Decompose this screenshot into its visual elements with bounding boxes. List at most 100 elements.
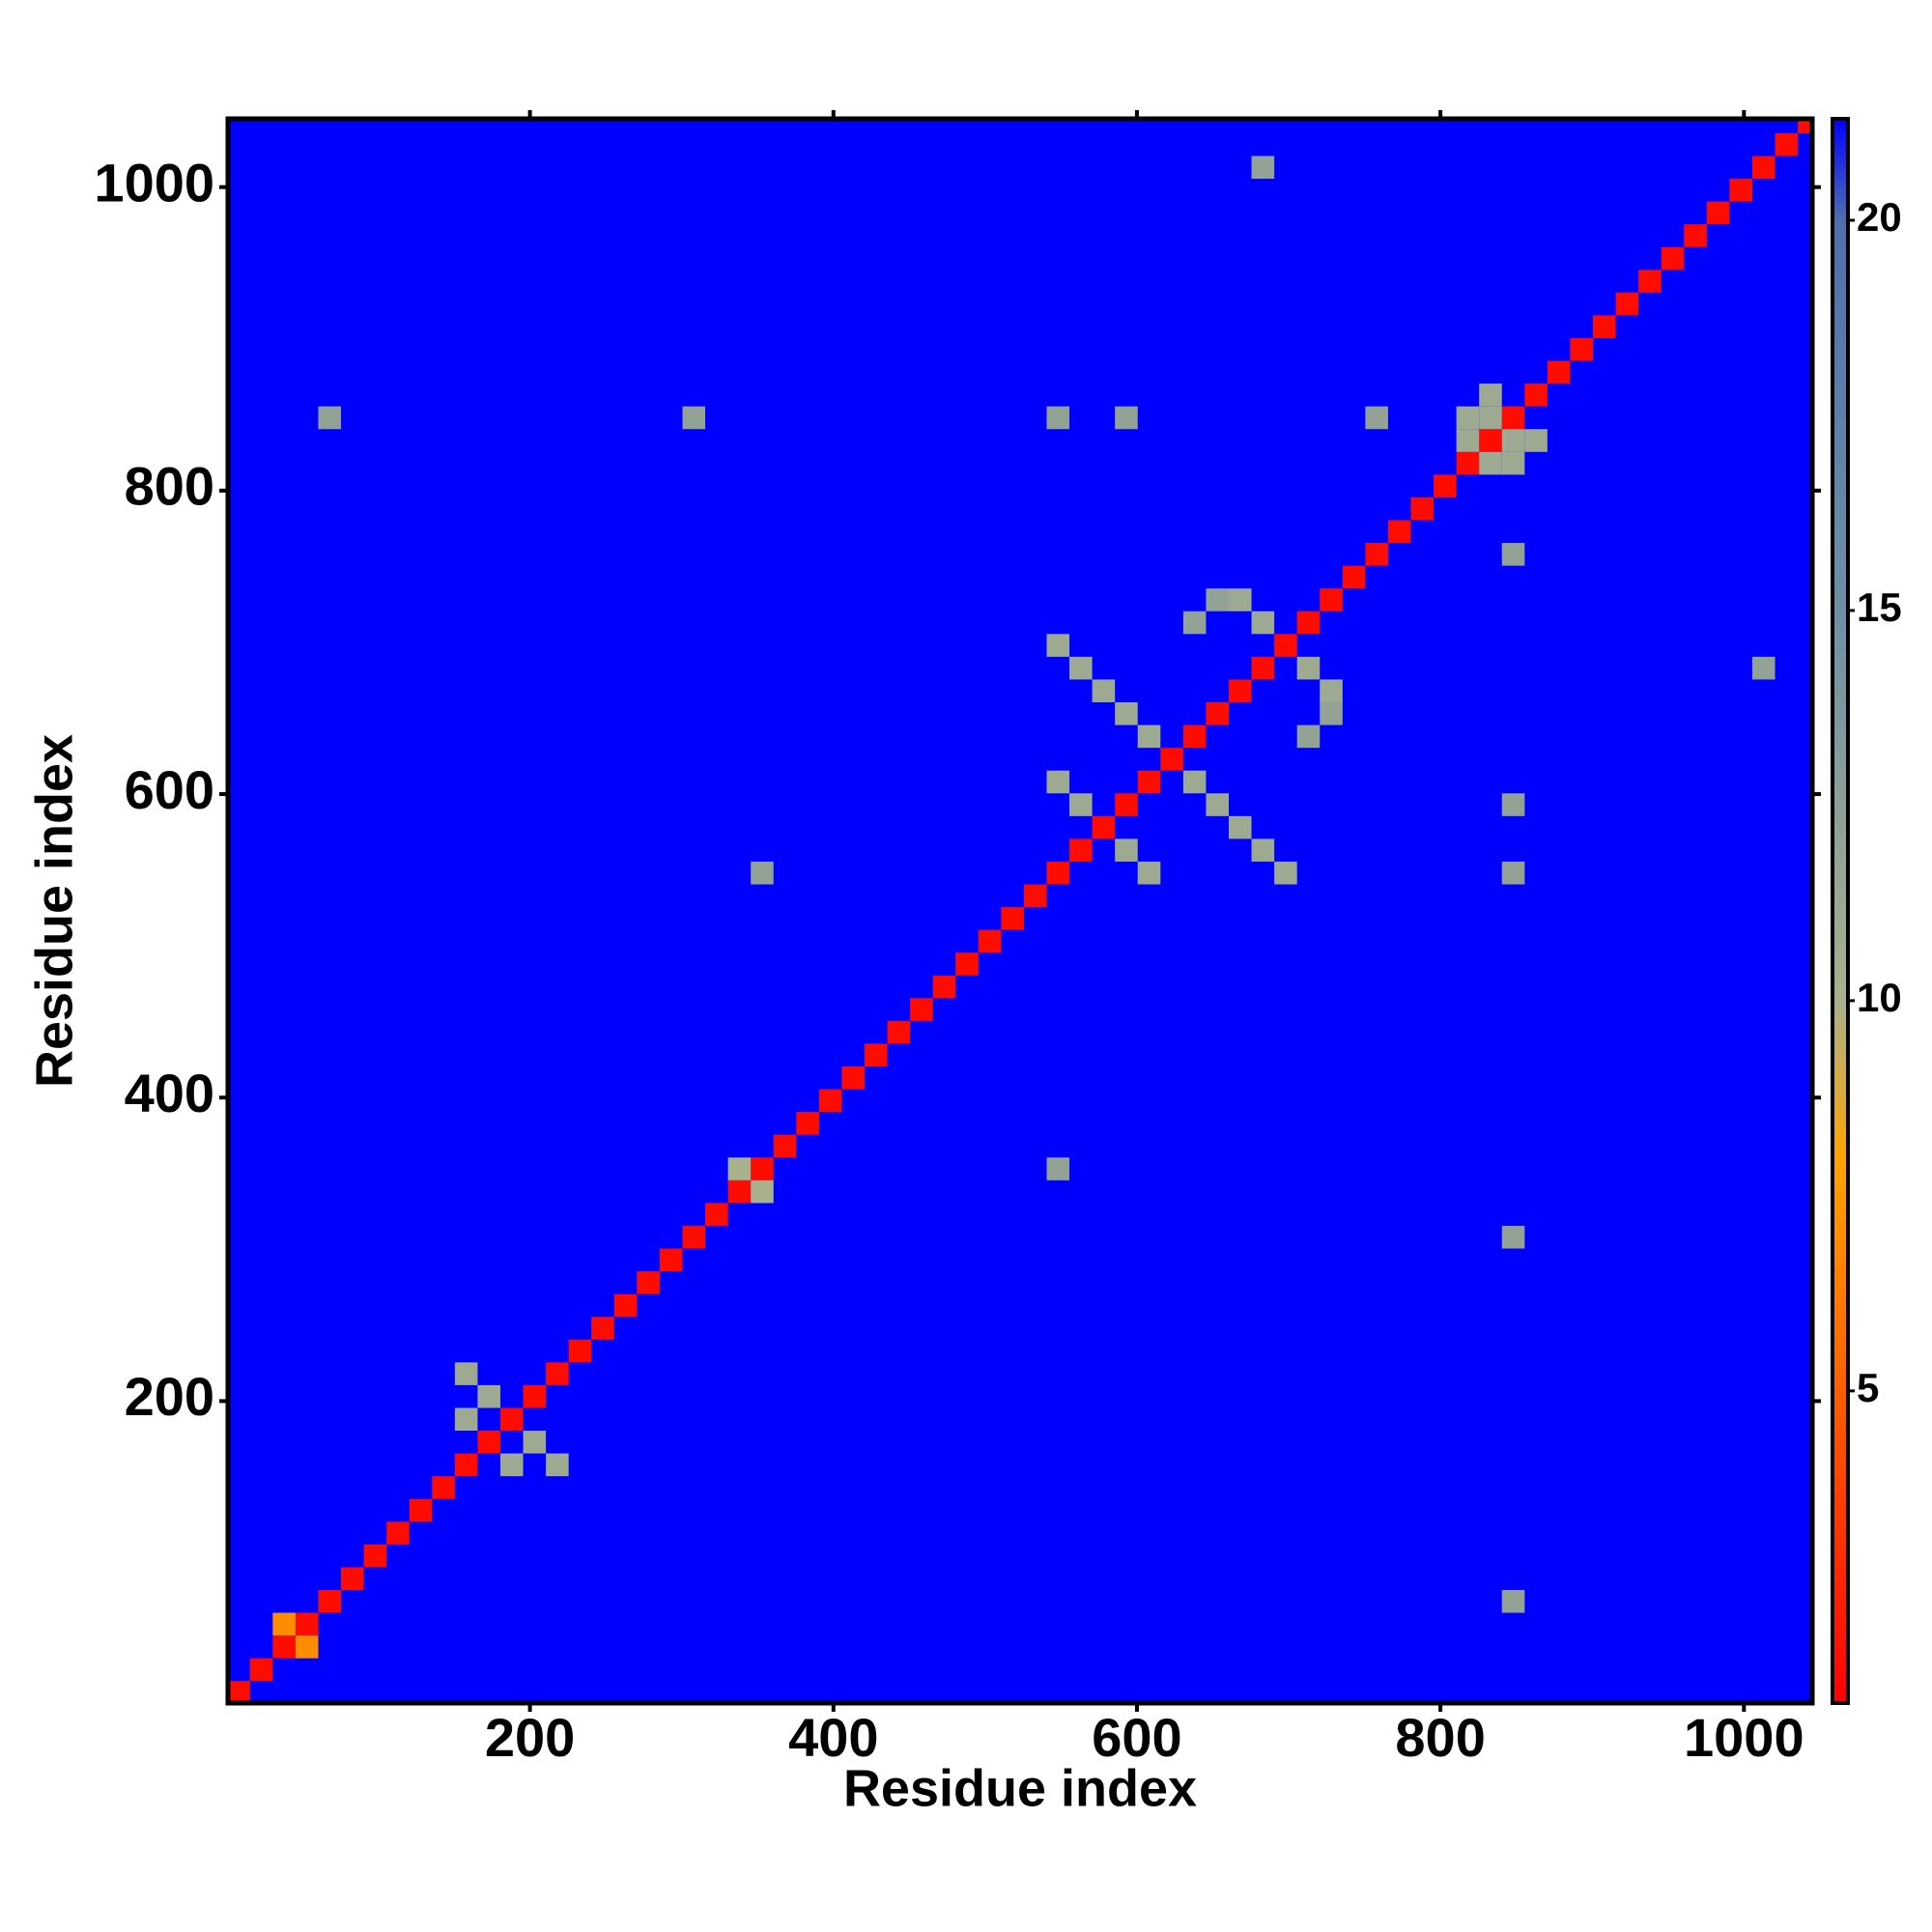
- cell: [1182, 611, 1207, 635]
- y-tick-label: 200: [125, 1366, 214, 1427]
- cell: [613, 1293, 638, 1318]
- cell: [1615, 292, 1639, 316]
- cell: [1501, 543, 1525, 566]
- cell: [1137, 861, 1161, 885]
- cell: [1501, 406, 1525, 430]
- cell: [546, 1453, 569, 1477]
- cell: [682, 406, 706, 430]
- cell: [1001, 907, 1024, 930]
- cell: [1115, 838, 1138, 862]
- cell: [1456, 451, 1480, 475]
- cell: [1251, 156, 1275, 180]
- cell: [409, 1498, 433, 1522]
- cell: [499, 1407, 524, 1432]
- colorbar-tick-label: 20: [1857, 194, 1902, 240]
- cell: [1069, 838, 1093, 862]
- cell: [295, 1635, 319, 1659]
- cell: [1137, 724, 1161, 749]
- cell: [1706, 201, 1730, 225]
- cell: [318, 1589, 342, 1613]
- cell: [1228, 588, 1252, 611]
- cell: [1479, 384, 1502, 407]
- cell: [955, 952, 979, 976]
- cell: [1365, 543, 1388, 566]
- cell: [1501, 451, 1525, 475]
- cell: [591, 1317, 614, 1340]
- cell: [637, 1271, 660, 1294]
- cell: [932, 975, 956, 999]
- plot-frame: [225, 116, 1815, 1706]
- colorbar-tick-label: 15: [1857, 584, 1902, 630]
- cell: [1479, 406, 1502, 430]
- cell: [727, 1157, 752, 1180]
- cell: [272, 1612, 296, 1636]
- cell: [1092, 815, 1116, 839]
- cell: [1751, 156, 1776, 180]
- cell: [1092, 679, 1116, 703]
- cell: [318, 406, 342, 430]
- cell: [1387, 520, 1411, 544]
- cell: [751, 1157, 774, 1180]
- cell: [1182, 724, 1207, 749]
- cell: [1479, 451, 1502, 475]
- cell: [1320, 702, 1343, 725]
- cell: [1524, 384, 1548, 407]
- cell: [1206, 793, 1229, 816]
- cell: [1661, 246, 1685, 270]
- cell: [1456, 429, 1480, 452]
- cell: [1570, 337, 1594, 361]
- cell: [1479, 429, 1502, 452]
- x-tick-label: 400: [788, 1707, 878, 1768]
- y-tick-label: 400: [125, 1063, 214, 1123]
- x-tick-label: 600: [1092, 1707, 1181, 1768]
- cell: [773, 1134, 797, 1158]
- cell: [363, 1544, 387, 1568]
- cell: [1046, 406, 1070, 430]
- cell: [386, 1521, 410, 1545]
- cell: [1046, 634, 1070, 657]
- cell: [1775, 132, 1799, 156]
- cell: [1160, 748, 1183, 771]
- cell: [1320, 679, 1343, 703]
- cell: [1501, 1589, 1525, 1613]
- y-tick-label: 600: [125, 759, 214, 820]
- colorbar-tick-label: 10: [1857, 975, 1902, 1020]
- cell: [454, 1407, 478, 1432]
- cell: [1729, 179, 1752, 202]
- cell: [1069, 656, 1093, 680]
- cell: [546, 1362, 569, 1385]
- cell: [841, 1066, 865, 1090]
- cell: [1296, 611, 1321, 635]
- cell: [249, 1658, 273, 1682]
- cell: [1501, 861, 1525, 885]
- cell: [1115, 702, 1138, 725]
- cell: [1251, 611, 1275, 635]
- cell: [1410, 497, 1435, 521]
- cell: [1342, 565, 1366, 589]
- cell: [1137, 770, 1161, 794]
- cell: [751, 861, 774, 885]
- cell: [1023, 884, 1047, 908]
- cell: [682, 1225, 706, 1249]
- cell: [887, 1020, 911, 1044]
- cell: [1501, 1225, 1525, 1249]
- cell: [1274, 861, 1297, 885]
- cell: [1274, 634, 1297, 657]
- cell: [1456, 406, 1480, 430]
- cell: [659, 1248, 683, 1272]
- cell: [1751, 656, 1776, 680]
- cell: [864, 1043, 888, 1067]
- cell: [1228, 815, 1252, 839]
- y-axis-label: Residue index: [25, 734, 83, 1088]
- cells: [228, 119, 1812, 1703]
- cell: [477, 1384, 500, 1408]
- cell: [1115, 793, 1138, 816]
- cell: [523, 1431, 547, 1454]
- x-tick-label: 800: [1395, 1707, 1485, 1768]
- cell: [1046, 861, 1070, 885]
- x-axis-label: Residue index: [843, 1759, 1197, 1817]
- cell: [1547, 360, 1571, 384]
- cell: [272, 1635, 296, 1659]
- cell: [1228, 679, 1252, 703]
